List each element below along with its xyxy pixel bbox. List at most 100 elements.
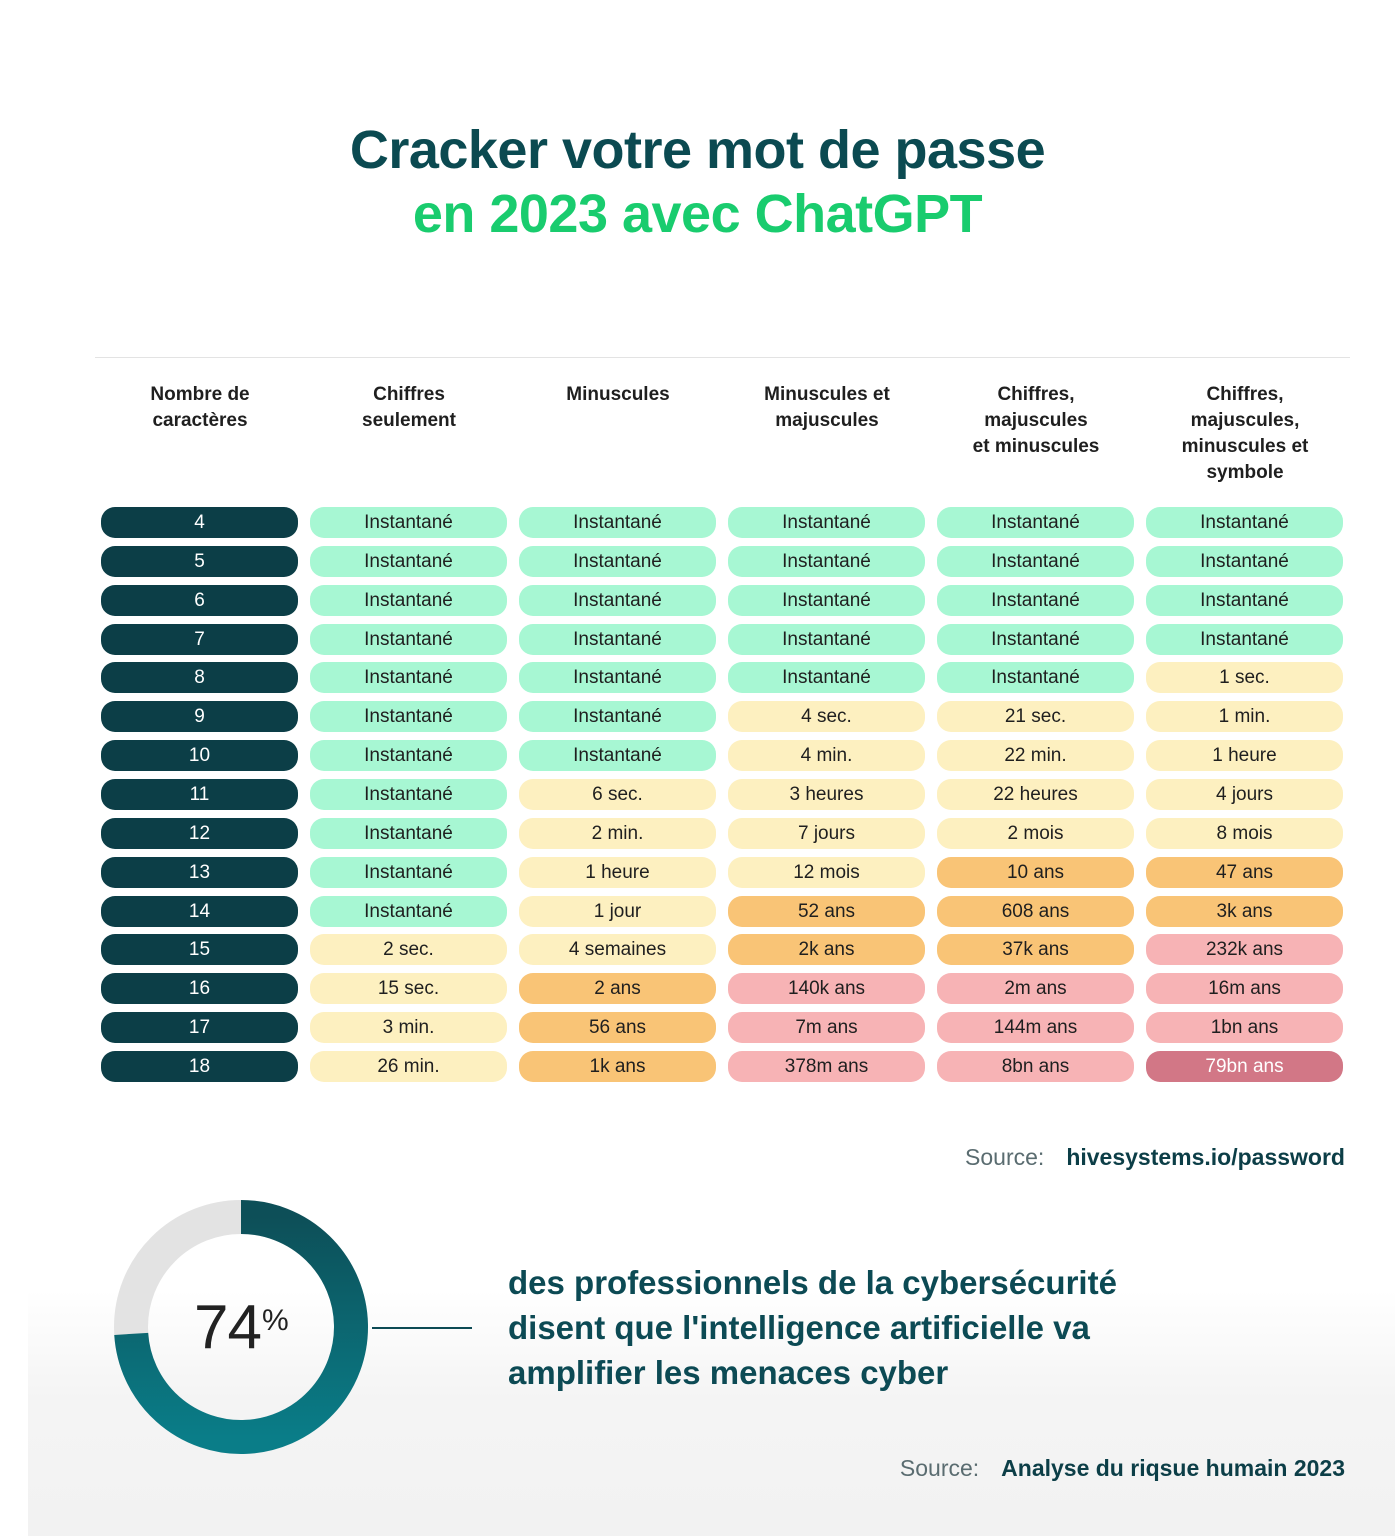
crack-time-cell: 3k ans <box>1146 896 1343 927</box>
row-char-count: 13 <box>101 857 298 888</box>
crack-time-cell: Instantané <box>728 507 925 538</box>
crack-time-cell: 1 heure <box>1146 740 1343 771</box>
crack-time-cell: 2 sec. <box>310 934 507 965</box>
crack-time-cell: Instantané <box>310 662 507 693</box>
source-label: Source: <box>965 1144 1045 1170</box>
crack-time-cell: 21 sec. <box>937 701 1134 732</box>
column-header: Chiffres, majuscules et minuscules <box>972 384 1100 457</box>
crack-time-cell: 144m ans <box>937 1012 1134 1043</box>
percentage-donut <box>114 1200 368 1454</box>
crack-time-cell: 608 ans <box>937 896 1134 927</box>
crack-time-cell: 37k ans <box>937 934 1134 965</box>
crack-time-cell: 1k ans <box>519 1051 716 1082</box>
connector-line <box>372 1327 472 1329</box>
crack-time-cell: Instantané <box>519 701 716 732</box>
donut-arc <box>114 1200 368 1454</box>
crack-time-cell: 4 semaines <box>519 934 716 965</box>
crack-time-cell: Instantané <box>519 585 716 616</box>
crack-time-cell: 2 ans <box>519 973 716 1004</box>
crack-time-cell: 79bn ans <box>1146 1051 1343 1082</box>
row-char-count: 11 <box>101 779 298 810</box>
crack-time-cell: Instantané <box>310 507 507 538</box>
crack-time-cell: 1 jour <box>519 896 716 927</box>
crack-time-cell: Instantané <box>310 546 507 577</box>
title: Cracker votre mot de passe en 2023 avec … <box>0 118 1395 246</box>
crack-time-cell: Instantané <box>937 546 1134 577</box>
column-header: Chiffres seulement <box>362 384 456 431</box>
crack-time-cell: Instantané <box>310 740 507 771</box>
crack-time-cell: Instantané <box>310 585 507 616</box>
crack-time-cell: 47 ans <box>1146 857 1343 888</box>
donut-label: 74 % <box>110 1196 372 1458</box>
column-header: Nombre de caractères <box>150 384 250 431</box>
crack-time-cell: Instantané <box>310 896 507 927</box>
crack-time-cell: Instantané <box>310 857 507 888</box>
row-char-count: 5 <box>101 546 298 577</box>
crack-time-cell: 2m ans <box>937 973 1134 1004</box>
crack-time-cell: 4 min. <box>728 740 925 771</box>
source-stat: Source: Analyse du riqsue humain 2023 <box>900 1455 1345 1482</box>
row-char-count: 10 <box>101 740 298 771</box>
title-line-2: en 2023 avec ChatGPT <box>412 184 983 244</box>
crack-time-cell: Instantané <box>310 818 507 849</box>
crack-time-cell: 1bn ans <box>1146 1012 1343 1043</box>
crack-time-cell: 10 ans <box>937 857 1134 888</box>
row-char-count: 16 <box>101 973 298 1004</box>
row-char-count: 4 <box>101 507 298 538</box>
crack-time-cell: 4 jours <box>1146 779 1343 810</box>
crack-time-cell: 8bn ans <box>937 1051 1134 1082</box>
row-char-count: 15 <box>101 934 298 965</box>
source-report: Analyse du riqsue humain 2023 <box>1001 1455 1345 1481</box>
crack-time-cell: Instantané <box>1146 507 1343 538</box>
column-header: Chiffres, majuscules, minuscules et symb… <box>1181 384 1309 483</box>
crack-time-cell: 2 mois <box>937 818 1134 849</box>
crack-time-cell: Instantané <box>937 624 1134 655</box>
crack-time-cell: Instantané <box>519 507 716 538</box>
row-char-count: 12 <box>101 818 298 849</box>
crack-time-cell: Instantané <box>1146 585 1343 616</box>
table-header: Nombre de caractères Chiffres seulement Mi… <box>0 382 1395 492</box>
source-link[interactable]: hivesystems.io/password <box>1066 1144 1345 1170</box>
stat-number: 74 <box>194 1293 262 1362</box>
column-header: Minuscules et majuscules <box>764 384 890 431</box>
crack-time-cell: 3 heures <box>728 779 925 810</box>
crack-time-cell: Instantané <box>519 546 716 577</box>
crack-time-cell: 4 sec. <box>728 701 925 732</box>
crack-time-cell: Instantané <box>310 624 507 655</box>
crack-time-cell: 2 min. <box>519 818 716 849</box>
crack-time-cell: Instantané <box>728 546 925 577</box>
crack-time-cell: Instantané <box>310 701 507 732</box>
crack-time-cell: Instantané <box>519 662 716 693</box>
bottom-background <box>28 1290 1395 1536</box>
stat-text: des professionnels de la cybersécurité d… <box>508 1264 1117 1391</box>
crack-time-cell: 6 sec. <box>519 779 716 810</box>
crack-time-cell: 7 jours <box>728 818 925 849</box>
crack-time-cell: 26 min. <box>310 1051 507 1082</box>
crack-time-cell: Instantané <box>937 507 1134 538</box>
crack-time-cell: 3 min. <box>310 1012 507 1043</box>
stat-percent-sign: % <box>262 1304 289 1337</box>
crack-time-cell: 52 ans <box>728 896 925 927</box>
crack-time-cell: 7m ans <box>728 1012 925 1043</box>
row-char-count: 9 <box>101 701 298 732</box>
row-char-count: 7 <box>101 624 298 655</box>
row-char-count: 14 <box>101 896 298 927</box>
row-char-count: 18 <box>101 1051 298 1082</box>
crack-time-cell: 56 ans <box>519 1012 716 1043</box>
source-table: Source: hivesystems.io/password <box>965 1144 1345 1171</box>
crack-time-cell: Instantané <box>519 624 716 655</box>
crack-time-cell: 22 min. <box>937 740 1134 771</box>
crack-time-cell: Instantané <box>937 662 1134 693</box>
crack-time-cell: 1 sec. <box>1146 662 1343 693</box>
crack-time-cell: Instantané <box>310 779 507 810</box>
crack-time-cell: 1 heure <box>519 857 716 888</box>
crack-time-cell: 2k ans <box>728 934 925 965</box>
crack-time-cell: 140k ans <box>728 973 925 1004</box>
crack-time-cell: 1 min. <box>1146 701 1343 732</box>
row-char-count: 8 <box>101 662 298 693</box>
title-line-1: Cracker votre mot de passe <box>349 120 1046 180</box>
row-char-count: 6 <box>101 585 298 616</box>
crack-time-cell: Instantané <box>728 585 925 616</box>
column-header: Minuscules <box>566 384 670 405</box>
crack-time-cell: 16m ans <box>1146 973 1343 1004</box>
